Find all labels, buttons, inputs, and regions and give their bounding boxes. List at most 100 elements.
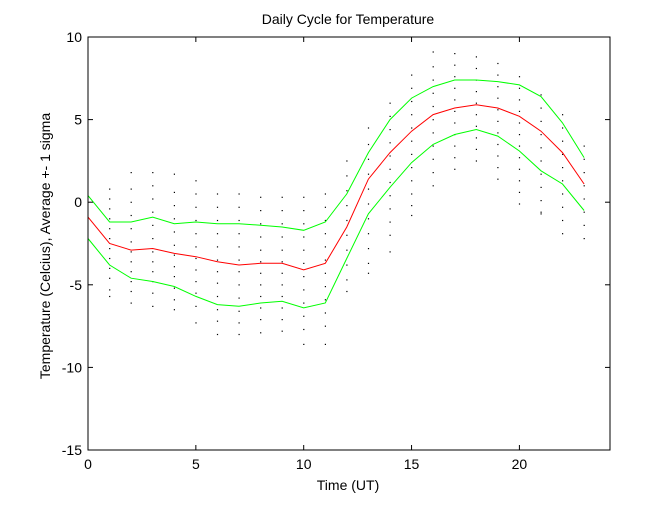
scatter-point-189 (454, 64, 456, 66)
scatter-point-249 (562, 193, 564, 195)
scatter-point-59 (195, 322, 197, 324)
scatter-point-238 (540, 173, 542, 175)
scatter-point-168 (411, 114, 413, 116)
scatter-point-93 (260, 307, 262, 309)
scatter-point-206 (475, 137, 477, 139)
scatter-point-63 (216, 233, 219, 235)
scatter-point-13 (130, 188, 132, 190)
scatter-point-151 (367, 262, 370, 264)
scatter-point-237 (540, 160, 542, 162)
scatter-point-236 (540, 147, 542, 149)
scatter-point-84 (260, 196, 262, 198)
scatter-point-49 (195, 193, 197, 195)
scatter-point-160 (389, 195, 391, 197)
scatter-point-198 (454, 168, 456, 170)
scatter-point-158 (389, 168, 391, 170)
scatter-point-181 (432, 105, 434, 108)
scatter-point-134 (346, 190, 348, 192)
scatter-point-41 (173, 244, 175, 246)
scatter-point-3 (109, 218, 111, 220)
scatter-point-28 (152, 224, 154, 226)
scatter-point-56 (195, 281, 197, 283)
scatter-point-235 (540, 134, 542, 136)
scatter-point-257 (583, 198, 585, 200)
y-axis-label: Temperature (Celcius), Average +- 1 sigm… (37, 113, 53, 379)
scatter-point-68 (216, 295, 219, 298)
scatter-point-139 (346, 264, 348, 266)
scatter-point-79 (238, 284, 240, 286)
scatter-point-131 (324, 343, 326, 345)
scatter-point-148 (367, 218, 370, 220)
scatter-point-87 (260, 236, 262, 238)
scatter-point-69 (216, 309, 219, 311)
scatter-point-60 (216, 193, 219, 195)
scatter-point-100 (281, 249, 283, 251)
scatter-point-31 (152, 261, 154, 263)
scatter-point-227 (518, 157, 521, 159)
scatter-point-212 (497, 97, 499, 99)
scatter-point-66 (216, 271, 219, 273)
scatter-point-258 (583, 211, 585, 213)
scatter-point-175 (411, 205, 413, 207)
y-tick-label--15: -15 (62, 442, 82, 458)
scatter-point-144 (367, 158, 370, 160)
scatter-point-250 (562, 206, 564, 208)
scatter-point-150 (367, 248, 370, 250)
scatter-point-110 (303, 223, 305, 225)
scatter-point-223 (518, 110, 521, 112)
scatter-point-254 (583, 158, 585, 160)
scatter-point-202 (475, 91, 477, 93)
scatter-point-230 (518, 191, 521, 193)
scatter-point-71 (216, 333, 219, 336)
scatter-point-19 (130, 261, 132, 263)
scatter-point-166 (411, 87, 413, 89)
scatter-point-228 (518, 168, 521, 170)
scatter-point-153 (389, 102, 391, 104)
scatter-point-92 (260, 295, 262, 298)
scatter-point-61 (216, 206, 219, 208)
scatter-point-216 (497, 143, 499, 146)
scatter-point-231 (518, 203, 521, 205)
scatter-point-246 (562, 153, 564, 155)
scatter-point-182 (432, 119, 434, 121)
scatter-point-154 (389, 115, 391, 117)
scatter-point-214 (497, 120, 499, 122)
scatter-point-102 (281, 272, 283, 274)
scatter-point-117 (303, 315, 305, 317)
x-tick-label-0: 0 (84, 456, 92, 472)
scatter-point-217 (497, 155, 499, 157)
scatter-point-207 (475, 148, 477, 150)
scatter-point-141 (346, 290, 348, 293)
scatter-point-199 (475, 56, 477, 58)
scatter-point-32 (152, 271, 154, 273)
scatter-point-5 (109, 238, 111, 240)
scatter-point-101 (281, 261, 283, 263)
scatter-point-197 (454, 157, 456, 159)
scatter-point-203 (475, 102, 477, 104)
scatter-point-22 (130, 290, 132, 293)
scatter-point-0 (109, 188, 111, 190)
scatter-point-34 (152, 292, 154, 294)
scatter-point-127 (324, 286, 326, 288)
scatter-point-52 (195, 233, 197, 235)
scatter-point-174 (411, 193, 413, 195)
scatter-point-65 (216, 259, 219, 261)
scatter-point-1 (109, 198, 111, 200)
scatter-point-133 (346, 175, 348, 177)
scatter-point-64 (216, 246, 219, 248)
scatter-point-7 (109, 257, 111, 260)
y-tick-label-5: 5 (74, 112, 82, 128)
scatter-point-42 (173, 254, 175, 256)
scatter-point-242 (540, 211, 542, 213)
scatter-point-205 (475, 125, 477, 127)
scatter-point-72 (238, 193, 240, 195)
scatter-point-74 (238, 219, 240, 222)
scatter-point-121 (324, 206, 326, 208)
scatter-point-186 (432, 172, 434, 174)
upper-sigma-line (87, 79, 585, 231)
scatter-point-21 (130, 281, 132, 283)
chart-title: Daily Cycle for Temperature (262, 11, 435, 27)
scatter-point-200 (475, 67, 477, 70)
scatter-point-196 (454, 145, 456, 147)
scatter-point-222 (518, 99, 521, 101)
